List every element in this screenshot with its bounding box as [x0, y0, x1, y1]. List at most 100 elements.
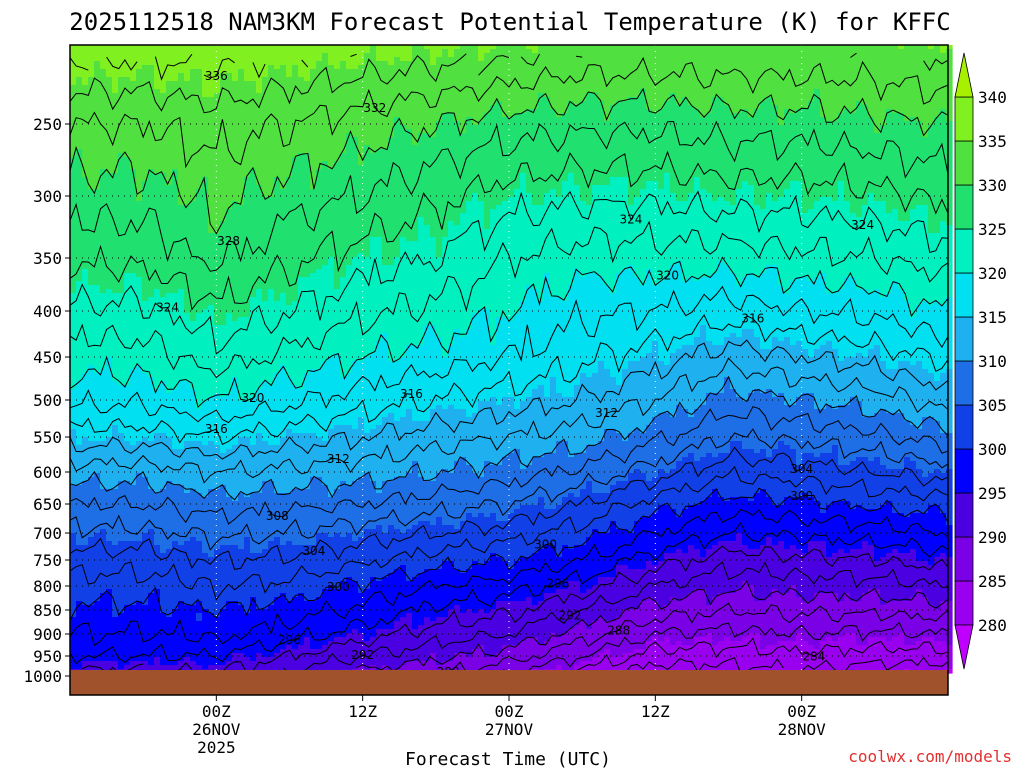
theta-cell [208, 225, 215, 230]
theta-cell [124, 269, 131, 274]
theta-cell [88, 629, 95, 634]
theta-cell [112, 293, 119, 298]
theta-cell [136, 601, 143, 606]
theta-cell [154, 405, 161, 410]
theta-cell [214, 61, 221, 66]
theta-cell [148, 565, 155, 570]
theta-cell [172, 73, 179, 78]
theta-cell [106, 141, 113, 146]
theta-cell [226, 377, 233, 382]
theta-cell [178, 285, 185, 290]
theta-cell [202, 665, 209, 670]
theta-cell [118, 281, 125, 286]
theta-cell [184, 601, 191, 606]
theta-cell [118, 437, 125, 442]
theta-cell [232, 189, 239, 194]
theta-cell [244, 481, 251, 486]
theta-cell [226, 221, 233, 226]
theta-cell [166, 369, 173, 374]
theta-cell [184, 293, 191, 298]
theta-cell [250, 77, 257, 82]
theta-cell [112, 665, 119, 670]
theta-cell [196, 337, 203, 342]
theta-cell [220, 449, 227, 454]
theta-cell [250, 125, 257, 130]
theta-cell [130, 533, 137, 538]
theta-cell [226, 197, 233, 202]
theta-cell [256, 405, 263, 410]
theta-cell [256, 113, 263, 118]
theta-cell [124, 93, 131, 98]
theta-cell [112, 549, 119, 554]
theta-cell [124, 457, 131, 462]
theta-cell [172, 549, 179, 554]
theta-cell [178, 149, 185, 154]
theta-cell [172, 237, 179, 242]
theta-cell [118, 53, 125, 58]
theta-cell [220, 125, 227, 130]
theta-cell [160, 433, 167, 438]
theta-cell [94, 229, 101, 234]
theta-cell [76, 657, 83, 662]
theta-cell [226, 585, 233, 590]
theta-cell [94, 225, 101, 230]
theta-cell [166, 165, 173, 170]
theta-cell [70, 281, 77, 286]
theta-cell [118, 361, 125, 366]
theta-cell [220, 117, 227, 122]
theta-cell [244, 169, 251, 174]
theta-cell [208, 545, 215, 550]
theta-cell [244, 509, 251, 514]
theta-cell [130, 285, 137, 290]
theta-cell [148, 153, 155, 158]
theta-cell [238, 473, 245, 478]
theta-cell [214, 361, 221, 366]
theta-cell [166, 105, 173, 110]
theta-cell [70, 517, 77, 522]
theta-cell [118, 337, 125, 342]
theta-cell [208, 537, 215, 542]
theta-cell [166, 49, 173, 54]
theta-cell [202, 493, 209, 498]
theta-cell [106, 189, 113, 194]
theta-cell [250, 65, 257, 70]
theta-cell [112, 489, 119, 494]
theta-cell [76, 97, 83, 102]
theta-cell [106, 457, 113, 462]
theta-cell [226, 393, 233, 398]
theta-cell [142, 53, 149, 58]
theta-cell [124, 113, 131, 118]
theta-cell [130, 69, 137, 74]
theta-cell [166, 249, 173, 254]
theta-cell [100, 641, 107, 646]
theta-cell [238, 325, 245, 330]
theta-cell [202, 65, 209, 70]
theta-cell [118, 197, 125, 202]
theta-cell [190, 621, 197, 626]
theta-cell [70, 257, 77, 262]
theta-cell [142, 301, 149, 306]
theta-cell [124, 597, 131, 602]
theta-cell [214, 209, 221, 214]
theta-cell [214, 109, 221, 114]
theta-cell [196, 85, 203, 90]
theta-cell [196, 141, 203, 146]
theta-cell [76, 297, 83, 302]
theta-cell [148, 73, 155, 78]
theta-cell [82, 541, 89, 546]
theta-cell [76, 353, 83, 358]
theta-cell [100, 89, 107, 94]
theta-cell [220, 577, 227, 582]
theta-cell [256, 53, 263, 58]
theta-cell [106, 73, 113, 78]
theta-cell [220, 333, 227, 338]
theta-cell [202, 441, 209, 446]
theta-cell [244, 273, 251, 278]
theta-cell [196, 193, 203, 198]
theta-cell [214, 665, 221, 670]
theta-cell [178, 101, 185, 106]
theta-cell [232, 409, 239, 414]
theta-cell [94, 477, 101, 482]
theta-cell [184, 657, 191, 662]
theta-cell [82, 237, 89, 242]
